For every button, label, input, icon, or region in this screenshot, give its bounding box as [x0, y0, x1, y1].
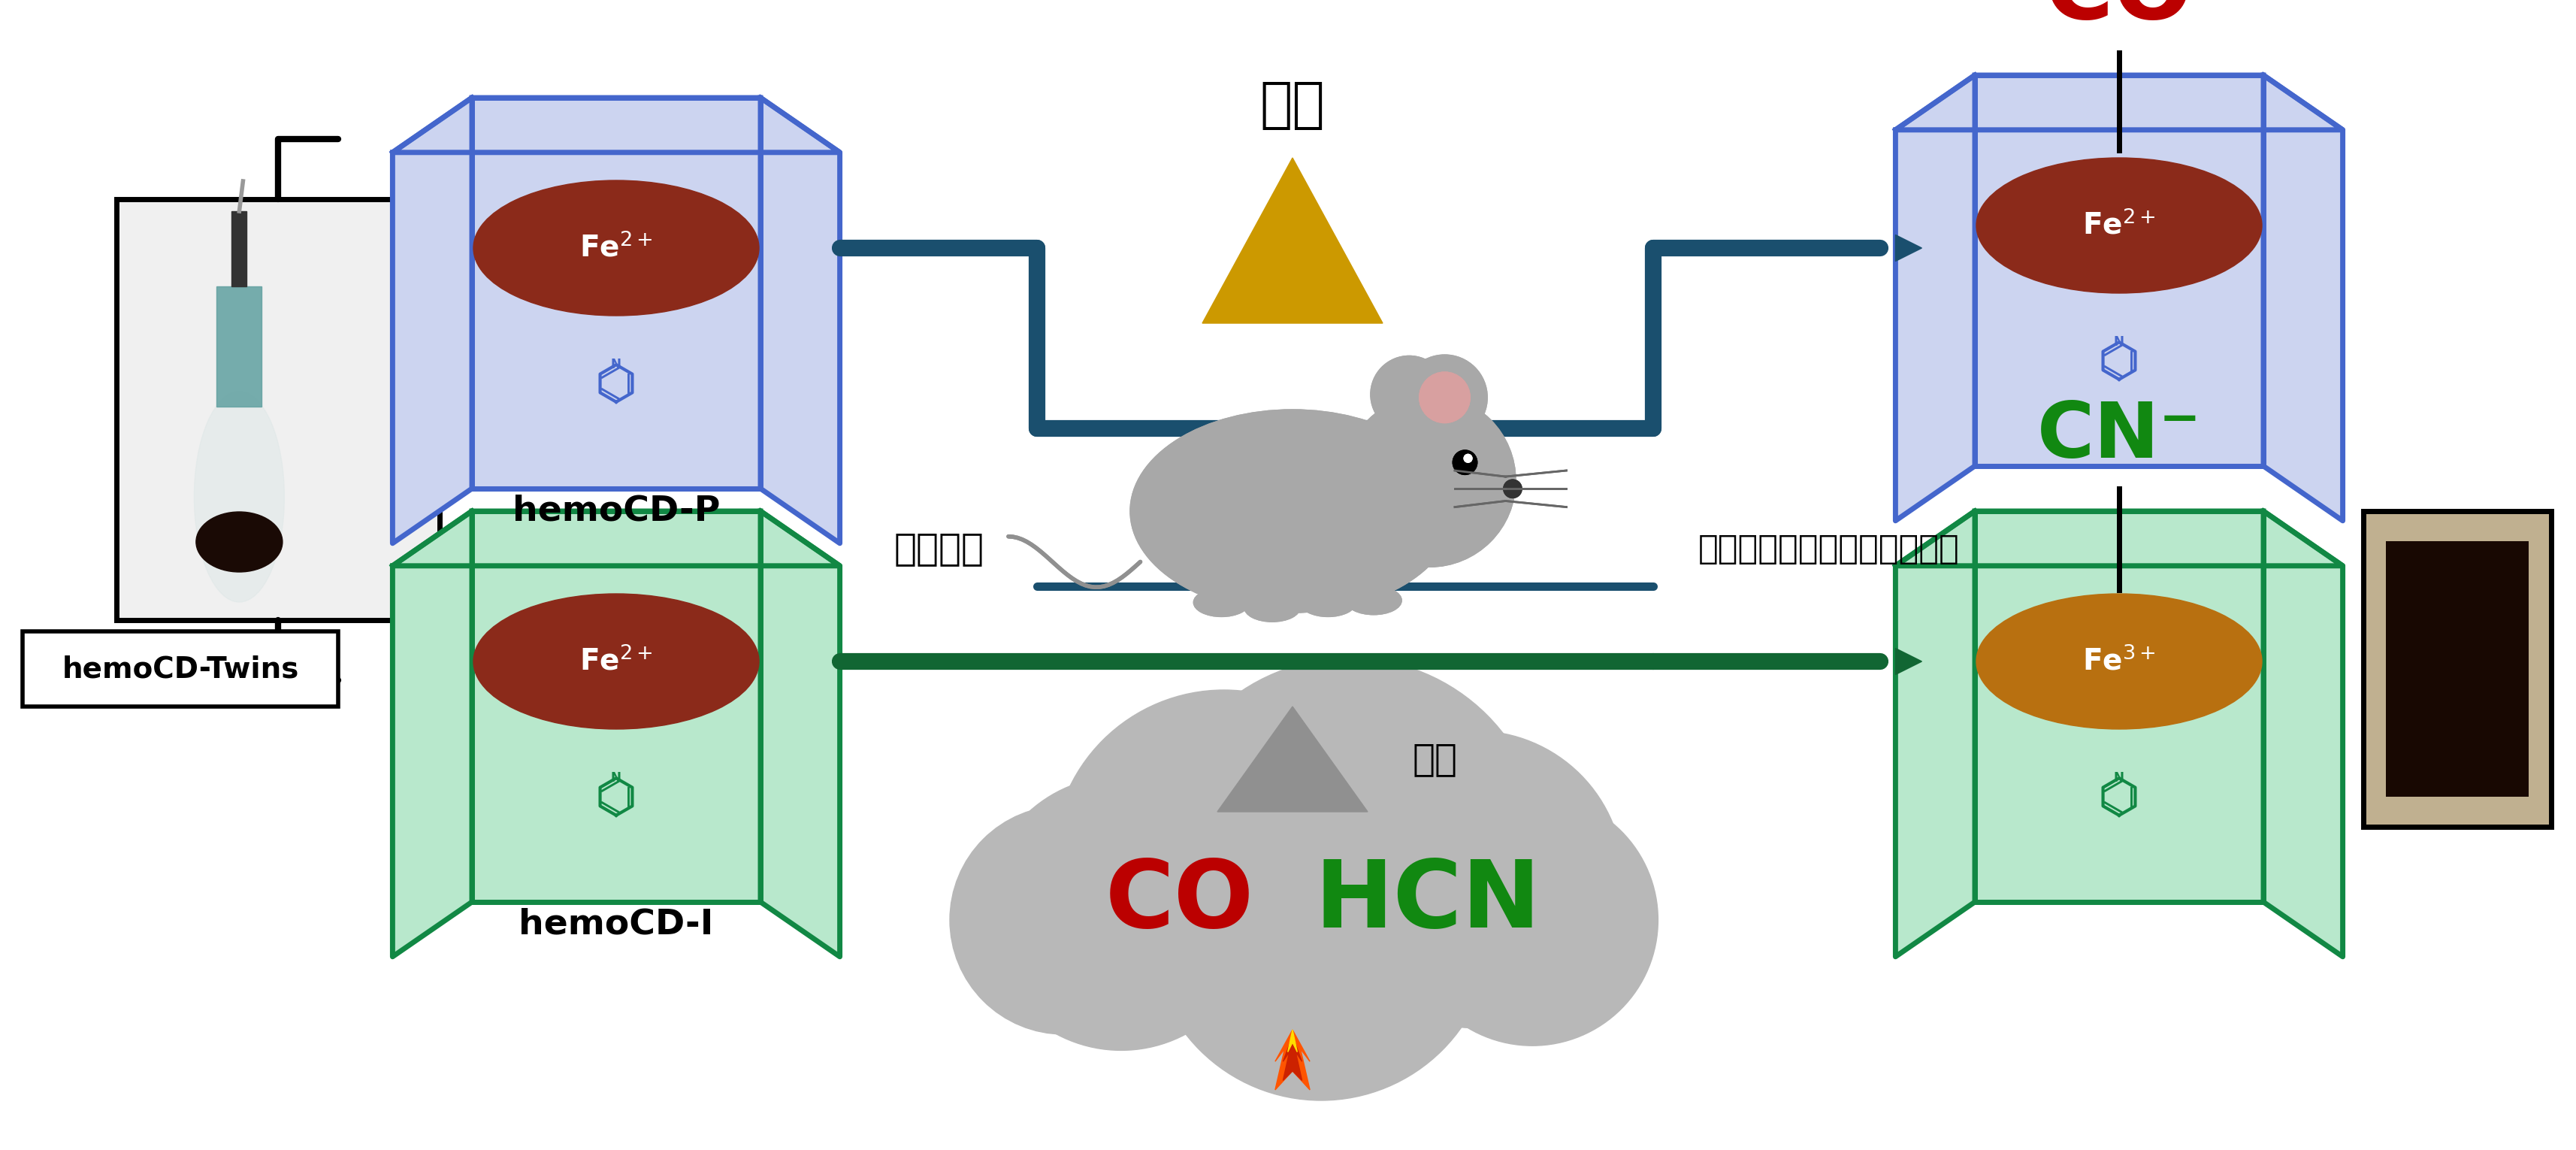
Bar	[116, 199, 440, 620]
Text: N: N	[2115, 772, 2125, 785]
Ellipse shape	[474, 181, 760, 316]
Circle shape	[1463, 454, 1471, 462]
Text: HCN: HCN	[1314, 857, 1540, 948]
Ellipse shape	[1131, 409, 1455, 613]
Text: CN⁻: CN⁻	[2038, 398, 2200, 474]
Polygon shape	[1896, 235, 1922, 261]
Polygon shape	[1896, 511, 2342, 566]
Circle shape	[1463, 454, 1471, 462]
Ellipse shape	[1976, 593, 2262, 729]
Polygon shape	[1976, 511, 2264, 902]
Ellipse shape	[1301, 589, 1355, 616]
Ellipse shape	[1244, 593, 1301, 622]
Circle shape	[1157, 658, 1543, 1047]
Polygon shape	[1896, 75, 1976, 521]
Ellipse shape	[193, 392, 283, 603]
Ellipse shape	[1345, 586, 1401, 614]
Text: CO: CO	[2045, 0, 2195, 38]
Polygon shape	[392, 511, 840, 566]
Ellipse shape	[1345, 586, 1401, 614]
Circle shape	[1327, 731, 1623, 1028]
Ellipse shape	[1976, 158, 2262, 293]
Circle shape	[951, 806, 1177, 1034]
Polygon shape	[760, 98, 840, 543]
Polygon shape	[392, 98, 840, 153]
Text: hemoCD-Twins: hemoCD-Twins	[62, 654, 299, 683]
Circle shape	[1054, 690, 1396, 1033]
Circle shape	[1453, 451, 1476, 475]
Polygon shape	[1203, 158, 1383, 323]
Circle shape	[1370, 355, 1448, 434]
Text: N: N	[611, 358, 621, 371]
Circle shape	[1370, 355, 1448, 434]
Bar	[216, 286, 263, 407]
Text: hemoCD-P: hemoCD-P	[513, 494, 721, 528]
Circle shape	[1149, 758, 1492, 1101]
Bar	[23, 631, 337, 706]
Polygon shape	[2264, 75, 2342, 521]
Text: N: N	[2115, 336, 2125, 348]
Circle shape	[1504, 480, 1522, 498]
Polygon shape	[471, 98, 760, 489]
Text: Fe$^{2+}$: Fe$^{2+}$	[580, 646, 652, 676]
Ellipse shape	[1244, 593, 1301, 622]
Circle shape	[1401, 355, 1486, 440]
Circle shape	[1419, 373, 1471, 423]
Bar	[2385, 542, 2530, 797]
Text: CO: CO	[1105, 857, 1255, 948]
Ellipse shape	[474, 593, 760, 729]
Text: 吸引: 吸引	[1412, 741, 1458, 777]
Polygon shape	[1288, 1030, 1298, 1052]
Bar	[232, 212, 247, 286]
Polygon shape	[1976, 75, 2264, 466]
Text: ガス成分を結合して尿中排泌: ガス成分を結合して尿中排泌	[1698, 532, 1960, 565]
Polygon shape	[2264, 511, 2342, 957]
Circle shape	[1342, 394, 1515, 567]
Circle shape	[984, 776, 1257, 1050]
Bar	[2362, 511, 2550, 827]
Text: Fe$^{2+}$: Fe$^{2+}$	[580, 233, 652, 263]
Text: Fe$^{2+}$: Fe$^{2+}$	[2081, 210, 2156, 240]
Circle shape	[1453, 451, 1476, 475]
Polygon shape	[471, 511, 760, 902]
Polygon shape	[1896, 511, 1976, 957]
Polygon shape	[1283, 1036, 1301, 1080]
Text: hemoCD-I: hemoCD-I	[518, 907, 714, 942]
Ellipse shape	[196, 512, 283, 572]
Text: N: N	[611, 772, 621, 785]
Polygon shape	[1218, 706, 1368, 812]
Ellipse shape	[1193, 589, 1249, 616]
Text: 静脈投与: 静脈投与	[894, 530, 984, 567]
Circle shape	[1406, 795, 1659, 1045]
Ellipse shape	[1301, 589, 1355, 616]
Circle shape	[1401, 355, 1486, 440]
Text: 生存: 生存	[1260, 79, 1324, 131]
Circle shape	[1504, 480, 1522, 498]
Polygon shape	[392, 511, 471, 957]
Ellipse shape	[1193, 589, 1249, 616]
Polygon shape	[1896, 75, 2342, 130]
Polygon shape	[1896, 649, 1922, 675]
Ellipse shape	[1131, 409, 1455, 613]
Polygon shape	[760, 511, 840, 957]
Polygon shape	[392, 98, 471, 543]
Text: Fe$^{3+}$: Fe$^{3+}$	[2081, 646, 2156, 676]
Polygon shape	[1275, 1030, 1309, 1090]
Circle shape	[1419, 373, 1471, 423]
Circle shape	[1342, 394, 1515, 567]
